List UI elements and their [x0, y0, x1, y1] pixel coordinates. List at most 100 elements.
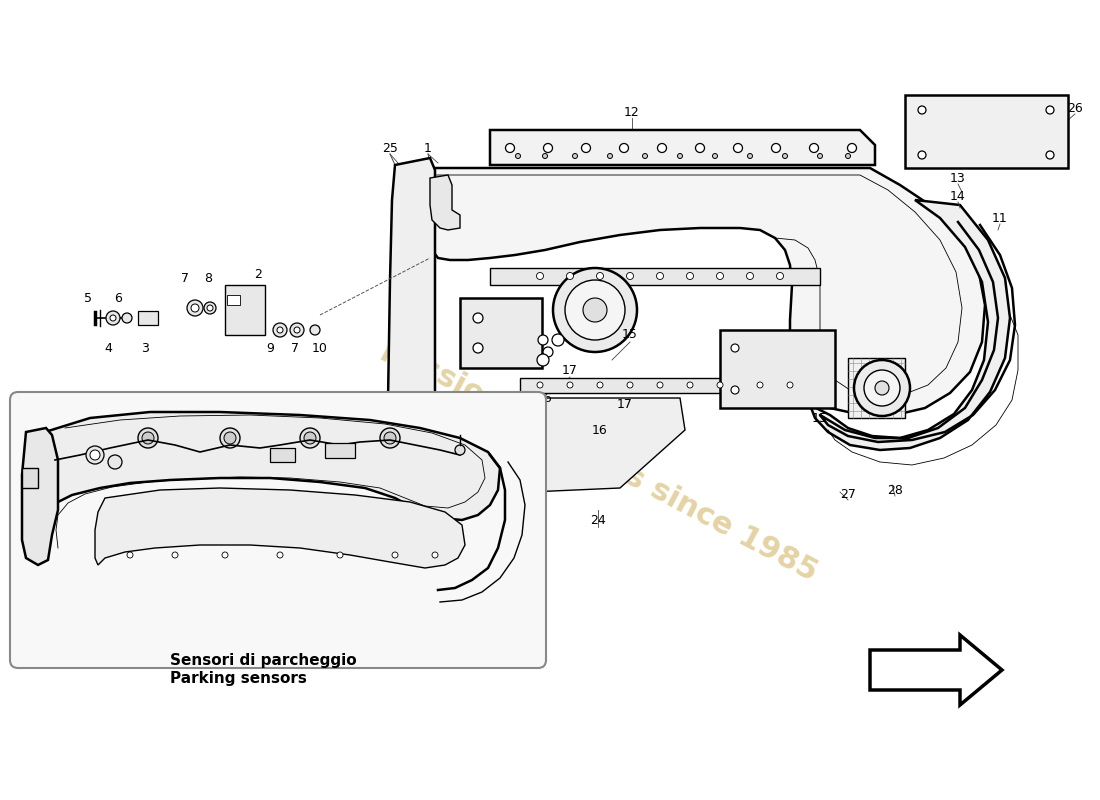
Circle shape — [300, 428, 320, 448]
Circle shape — [86, 446, 104, 464]
Circle shape — [810, 143, 818, 153]
Circle shape — [273, 323, 287, 337]
Text: 20: 20 — [287, 394, 303, 406]
Circle shape — [290, 323, 304, 337]
Polygon shape — [870, 635, 1002, 705]
Circle shape — [846, 154, 850, 158]
Circle shape — [106, 311, 120, 325]
Text: 26: 26 — [1067, 102, 1082, 114]
Polygon shape — [430, 168, 984, 415]
Text: 6: 6 — [114, 291, 122, 305]
Polygon shape — [138, 311, 158, 325]
Circle shape — [565, 280, 625, 340]
Circle shape — [108, 455, 122, 469]
Circle shape — [220, 428, 240, 448]
Circle shape — [543, 347, 553, 357]
Circle shape — [734, 143, 742, 153]
Circle shape — [473, 313, 483, 323]
Circle shape — [126, 552, 133, 558]
Circle shape — [786, 382, 793, 388]
Text: 9: 9 — [266, 342, 274, 354]
Circle shape — [506, 143, 515, 153]
Polygon shape — [95, 488, 465, 568]
Circle shape — [224, 432, 236, 444]
Text: 2: 2 — [254, 269, 262, 282]
Text: 15: 15 — [623, 329, 638, 342]
Text: 21: 21 — [250, 394, 266, 406]
Circle shape — [688, 382, 693, 388]
Circle shape — [207, 305, 213, 311]
Circle shape — [543, 143, 552, 153]
Circle shape — [713, 154, 717, 158]
Circle shape — [757, 382, 763, 388]
Circle shape — [384, 432, 396, 444]
Circle shape — [552, 334, 564, 346]
Circle shape — [732, 386, 739, 394]
Text: 1: 1 — [425, 142, 432, 154]
Text: 3: 3 — [141, 342, 149, 354]
Circle shape — [187, 300, 204, 316]
Polygon shape — [905, 95, 1068, 168]
Circle shape — [607, 154, 613, 158]
Polygon shape — [810, 200, 1010, 450]
Circle shape — [1046, 106, 1054, 114]
Circle shape — [627, 382, 632, 388]
Text: 25: 25 — [382, 142, 398, 154]
Text: 17: 17 — [562, 363, 578, 377]
Text: 28: 28 — [887, 483, 903, 497]
Text: 16: 16 — [537, 391, 553, 405]
Circle shape — [294, 327, 300, 333]
Circle shape — [642, 154, 648, 158]
Text: 5: 5 — [84, 291, 92, 305]
Circle shape — [379, 428, 400, 448]
Text: 23: 23 — [210, 394, 225, 406]
Polygon shape — [22, 428, 58, 565]
Polygon shape — [40, 412, 500, 560]
Circle shape — [747, 273, 754, 279]
Circle shape — [191, 304, 199, 312]
Text: 14: 14 — [950, 190, 966, 202]
Circle shape — [304, 432, 316, 444]
Text: 1: 1 — [374, 394, 382, 406]
Circle shape — [310, 325, 320, 335]
Circle shape — [138, 428, 158, 448]
Circle shape — [392, 552, 398, 558]
Text: 16: 16 — [592, 423, 608, 437]
Polygon shape — [490, 268, 820, 285]
Circle shape — [432, 552, 438, 558]
Circle shape — [455, 445, 465, 455]
Text: 19: 19 — [272, 594, 288, 606]
Circle shape — [582, 143, 591, 153]
Text: 17: 17 — [617, 398, 632, 411]
Circle shape — [777, 273, 783, 279]
Text: Parking sensors: Parking sensors — [170, 670, 307, 686]
Circle shape — [572, 154, 578, 158]
Text: 12: 12 — [624, 106, 640, 118]
Circle shape — [864, 370, 900, 406]
Text: 8: 8 — [204, 271, 212, 285]
Polygon shape — [270, 448, 295, 462]
Text: 10: 10 — [312, 342, 328, 354]
FancyBboxPatch shape — [10, 392, 546, 668]
Polygon shape — [848, 358, 905, 418]
Circle shape — [657, 273, 663, 279]
Circle shape — [678, 154, 682, 158]
Circle shape — [277, 552, 283, 558]
Circle shape — [537, 273, 543, 279]
Circle shape — [337, 552, 343, 558]
Circle shape — [566, 273, 573, 279]
Circle shape — [553, 268, 637, 352]
Circle shape — [122, 313, 132, 323]
Circle shape — [658, 143, 667, 153]
Polygon shape — [388, 158, 434, 548]
Circle shape — [1046, 151, 1054, 159]
Text: 4: 4 — [104, 342, 112, 354]
Text: 7: 7 — [182, 271, 189, 285]
Circle shape — [142, 432, 154, 444]
Circle shape — [473, 343, 483, 353]
Circle shape — [918, 106, 926, 114]
Circle shape — [716, 273, 724, 279]
Polygon shape — [720, 330, 835, 408]
Circle shape — [657, 382, 663, 388]
Text: Sensori di parcheggio: Sensori di parcheggio — [170, 653, 356, 667]
